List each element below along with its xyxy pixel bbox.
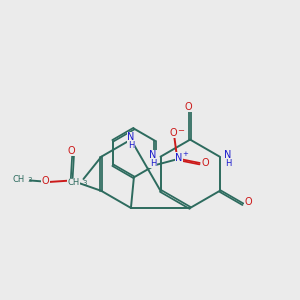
Text: +: +	[182, 152, 188, 158]
Text: CH: CH	[68, 178, 80, 187]
Text: H: H	[225, 159, 231, 168]
Text: CH: CH	[13, 175, 25, 184]
Text: O: O	[185, 102, 193, 112]
Text: O: O	[42, 176, 50, 186]
Text: −: −	[177, 126, 184, 135]
Text: N: N	[176, 153, 183, 163]
Text: 3: 3	[27, 178, 32, 184]
Text: O: O	[169, 128, 177, 138]
Text: N: N	[224, 150, 232, 160]
Text: O: O	[244, 197, 252, 207]
Text: N: N	[149, 150, 157, 160]
Text: O: O	[201, 158, 209, 168]
Text: O: O	[68, 146, 75, 156]
Text: H: H	[128, 141, 134, 150]
Text: 3: 3	[82, 179, 86, 185]
Text: N: N	[127, 132, 135, 142]
Text: H: H	[150, 159, 156, 168]
